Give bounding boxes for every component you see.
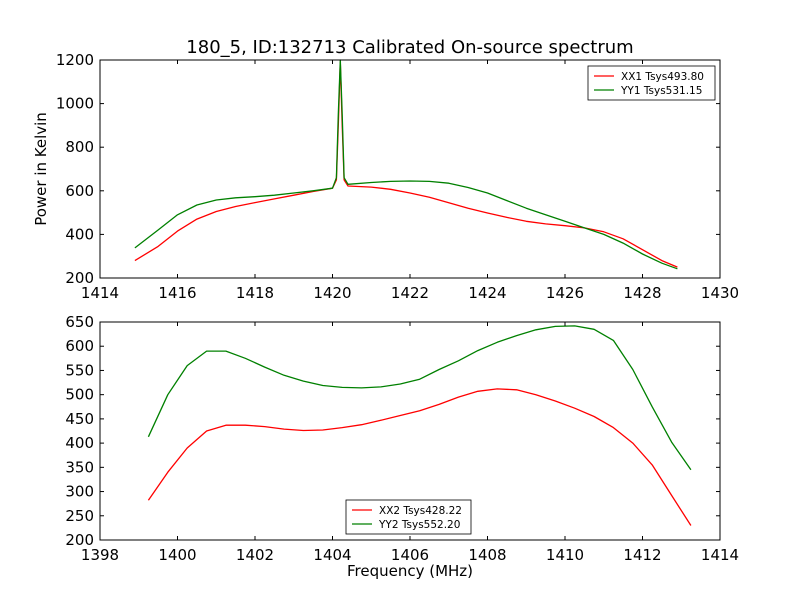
y-tick-label: 1000 [56,95,94,113]
x-tick-label: 1404 [313,546,351,564]
legend-label: YY1 Tsys531.15 [620,85,702,97]
y-tick-label: 800 [65,138,94,156]
y-tick-label: 200 [65,269,94,287]
legend: XX2 Tsys428.22 YY2 Tsys552.20 [345,499,472,535]
legend-label: XX1 Tsys493.80 [621,71,704,83]
x-tick-label: 1408 [468,546,506,564]
legend-label: XX2 Tsys428.22 [379,505,462,517]
series-line-2 [147,325,692,471]
bottom-plot: 1398 1400 1402 1404 1406 1408 1410 1412 1414 200 2… [65,313,739,564]
x-tick-label: 1416 [158,284,196,302]
chart-title: 180_5, ID:132713 Calibrated On-source sp… [186,37,633,58]
x-tick-label: 1424 [468,284,506,302]
y-tick-label: 650 [65,313,94,331]
y-tick-label: 200 [65,531,94,549]
x-tick-label: 1410 [546,546,584,564]
y-tick-label: 350 [65,458,94,476]
x-tick-label: 1418 [236,284,274,302]
y-tick-label: 600 [65,182,94,200]
series-line-2 [134,59,678,270]
x-tick-label: 1420 [313,284,351,302]
y-tick-label: 400 [65,225,94,243]
y-tick-label: 1200 [56,51,94,69]
legend-box [345,499,472,535]
x-axis-label: Frequency (MHz) [347,562,473,580]
x-tick-label: 1406 [391,546,429,564]
top-plot: 1414 1416 1418 1420 1422 1424 1426 1428 1430 200 4… [56,51,739,302]
y-tick-label: 500 [65,386,94,404]
y-tick-label: 400 [65,434,94,452]
x-tick-label: 1422 [391,284,429,302]
x-tick-label: 1414 [701,546,739,564]
x-tick-label: 1398 [81,546,119,564]
legend-label: YY2 Tsys552.20 [378,519,460,531]
x-tick-label: 1428 [623,284,661,302]
x-tick-label: 1414 [81,284,119,302]
series-line-1 [134,61,678,268]
y-tick-label: 550 [65,361,94,379]
x-tick-label: 1426 [546,284,584,302]
y-tick-label: 250 [65,507,94,525]
y-tick-label: 450 [65,410,94,428]
y-tick-label: 600 [65,337,94,355]
x-tick-label: 1400 [158,546,196,564]
x-tick-label: 1430 [701,284,739,302]
legend: XX1 Tsys493.80 YY1 Tsys531.15 [587,65,716,101]
y-tick-label: 300 [65,483,94,501]
x-tick-label: 1412 [623,546,661,564]
series-line-1 [147,388,692,526]
y-axis-label: Power in Kelvin [32,112,50,226]
legend-box [587,65,716,101]
x-tick-label: 1402 [236,546,274,564]
